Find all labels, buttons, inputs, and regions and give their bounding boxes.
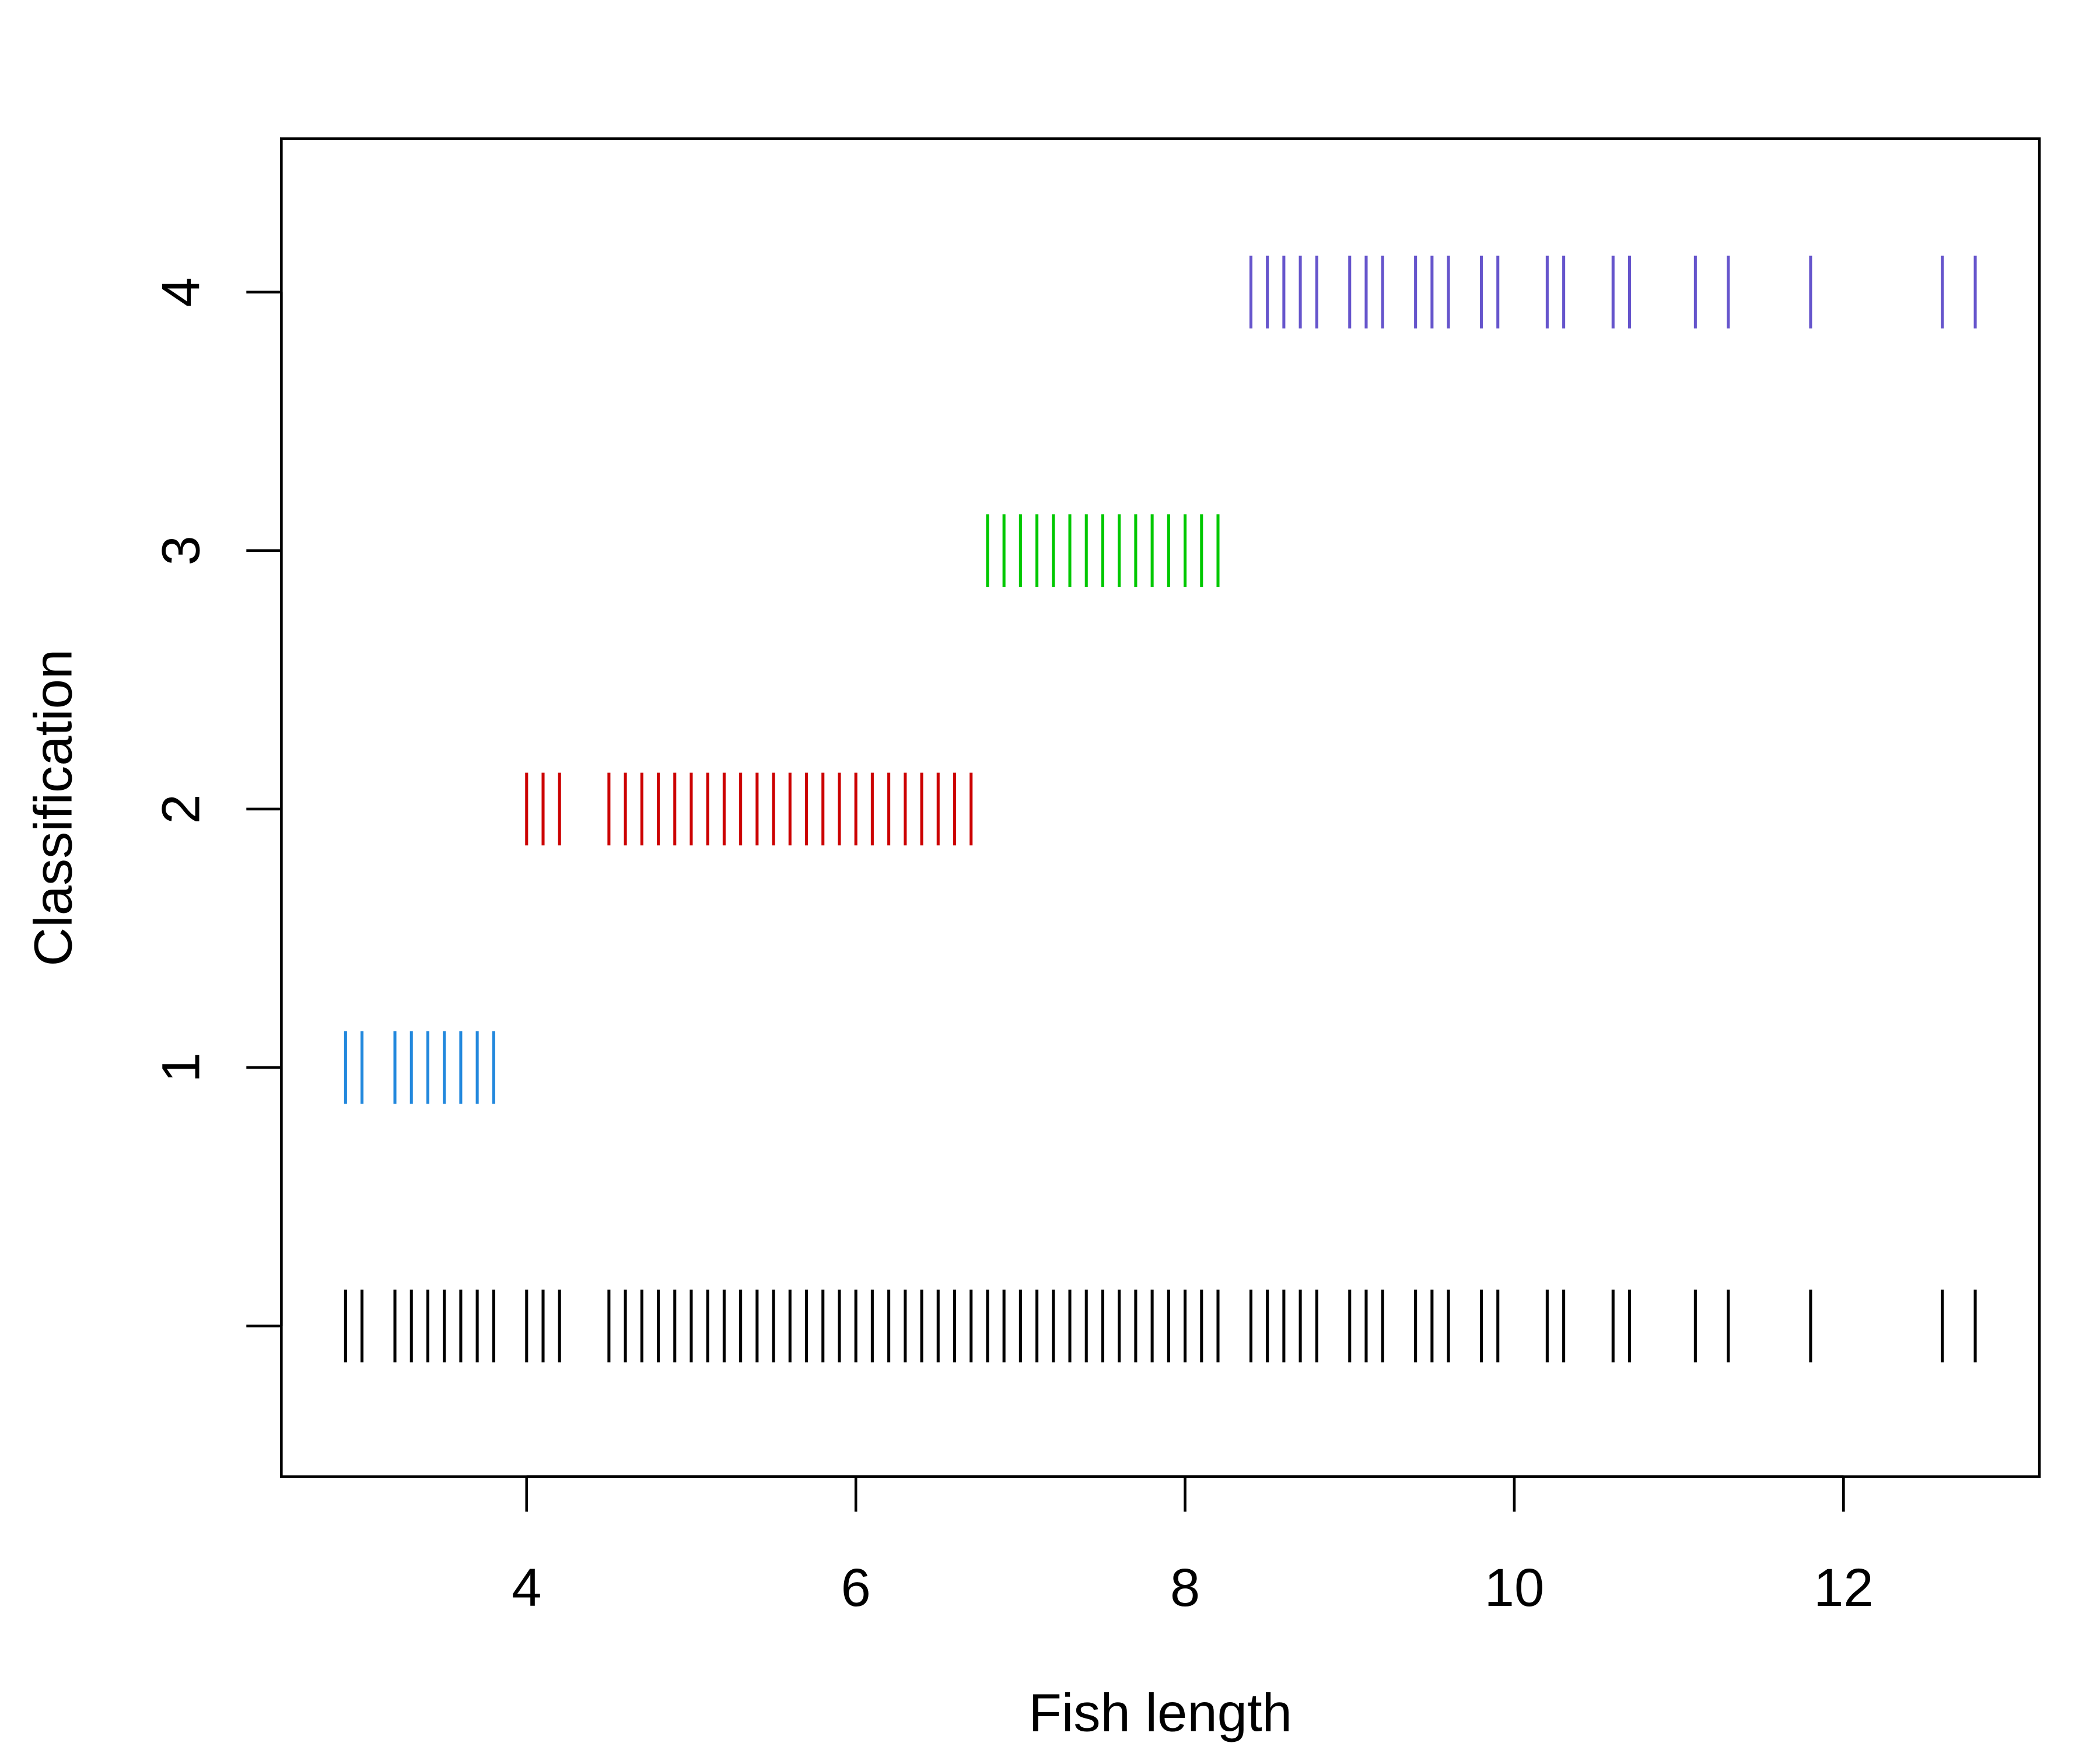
y-tick-label: 3	[150, 536, 211, 565]
y-tick-label: 2	[150, 794, 211, 824]
x-tick-label: 12	[1814, 1557, 1874, 1618]
plot-frame	[280, 137, 2041, 1478]
y-tick-label: 1	[150, 1052, 211, 1082]
x-tick-label: 6	[841, 1557, 870, 1618]
x-tick-label: 8	[1170, 1557, 1200, 1618]
y-axis-label: Classification	[22, 649, 83, 967]
x-axis-label: Fish length	[1028, 1682, 1292, 1743]
y-tick-label: 4	[150, 277, 211, 307]
x-tick-label: 10	[1485, 1557, 1545, 1618]
x-tick-label: 4	[512, 1557, 541, 1618]
